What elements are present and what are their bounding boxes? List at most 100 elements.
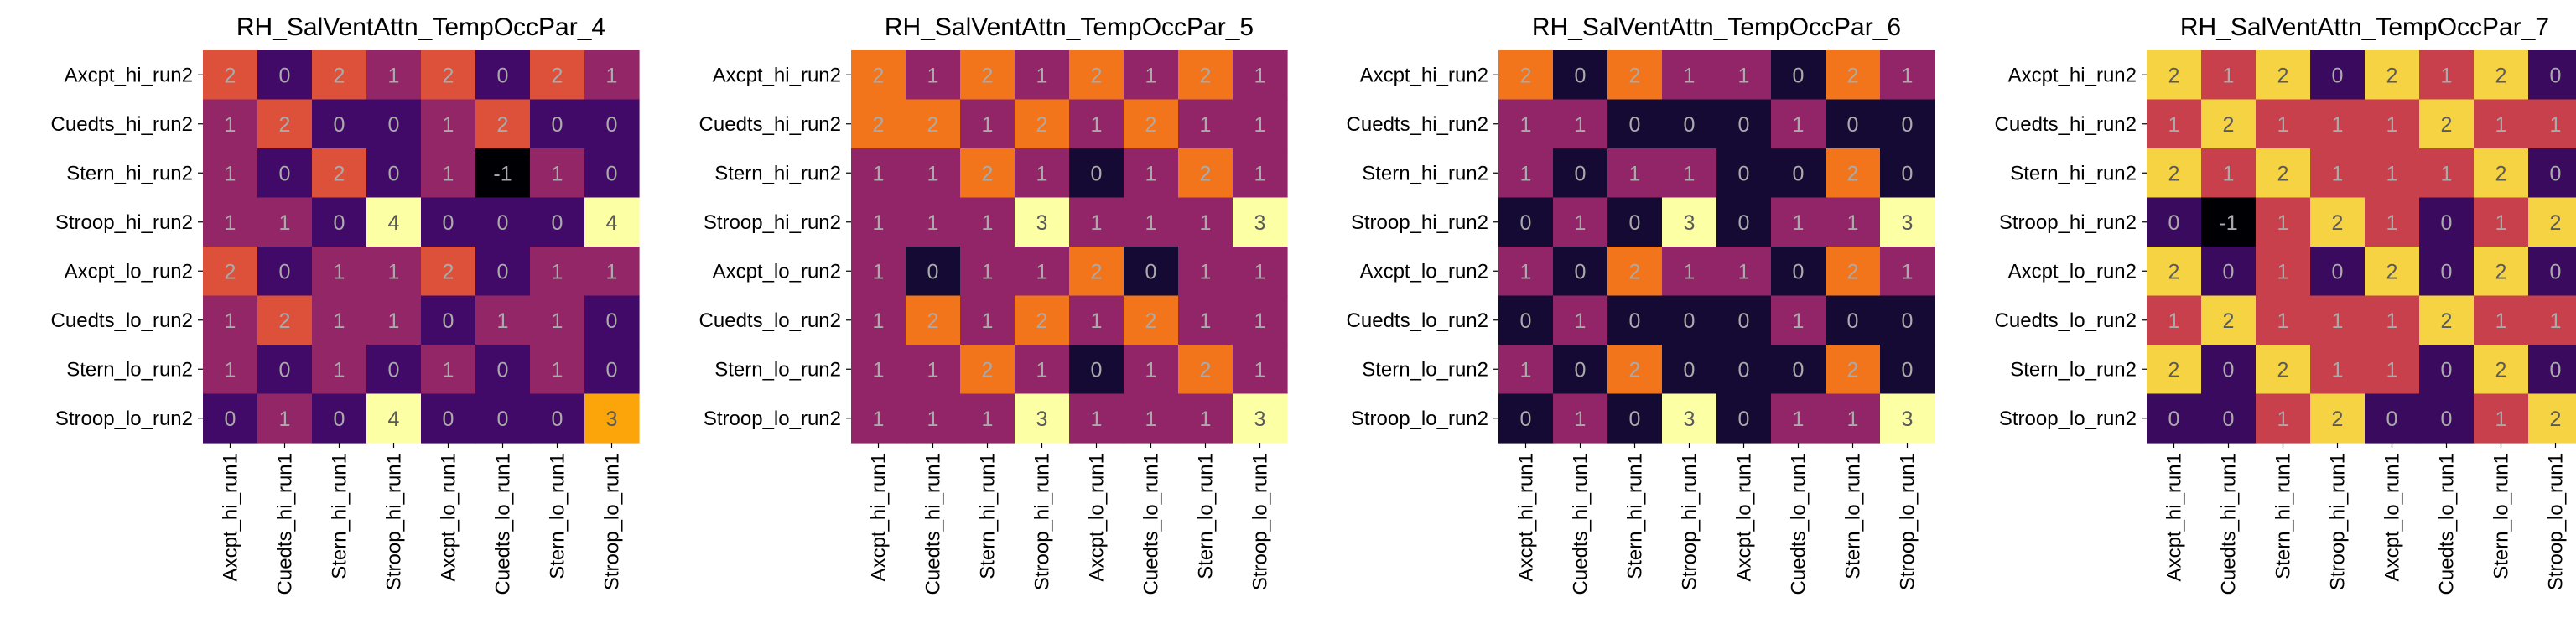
heatmap-cell — [2365, 99, 2420, 149]
cell-value: 0 — [334, 113, 345, 137]
heatmap-cell — [1607, 197, 1663, 247]
cell-value: 1 — [2386, 211, 2398, 235]
heatmap-cell — [1771, 197, 1826, 247]
heatmap-cell — [1880, 148, 1935, 199]
heatmap-cell — [1124, 345, 1179, 395]
heatmap-cell — [2201, 148, 2257, 199]
heatmap-cell — [1716, 99, 1772, 149]
cell-value: 1 — [1091, 408, 1103, 431]
heatmap-cell — [851, 345, 906, 395]
cell-value: 1 — [927, 358, 939, 382]
row-label: Cuedts_lo_run2 — [1995, 309, 2137, 332]
row-label: Stroop_lo_run2 — [1999, 408, 2137, 430]
cell-value: 1 — [2496, 408, 2507, 431]
heatmap-cell — [851, 148, 906, 199]
cell-value: 2 — [2496, 358, 2507, 382]
heatmap-cell — [1771, 50, 1826, 101]
cell-value: 1 — [2496, 211, 2507, 235]
heatmap-cell — [960, 148, 1015, 199]
cell-value: 0 — [2332, 260, 2344, 283]
heatmap-cell — [1178, 99, 1233, 149]
col-label: Cuedts_hi_run1 — [922, 453, 945, 595]
heatmap-cell — [2147, 247, 2202, 297]
cell-value: 4 — [388, 211, 400, 235]
heatmap-cell — [1015, 50, 1070, 101]
heatmap-cell — [421, 50, 476, 101]
heatmap-cell — [530, 148, 585, 199]
heatmap-cell — [1716, 345, 1772, 395]
heatmap-cell — [366, 197, 422, 247]
cell-value: 1 — [1520, 162, 1532, 185]
cell-value: 1 — [873, 211, 885, 235]
heatmap-cell — [584, 50, 640, 101]
col-label: Cuedts_lo_run1 — [1140, 453, 1163, 595]
col-label: Stroop_lo_run1 — [1249, 453, 1272, 590]
heatmap-cell — [1498, 99, 1554, 149]
row-label: Axcpt_hi_run2 — [2008, 64, 2137, 86]
heatmap-cell — [257, 393, 313, 444]
cell-value: 1 — [225, 309, 236, 333]
heatmap-cell — [1607, 148, 1663, 199]
cell-value: 1 — [225, 211, 236, 235]
heatmap-cell — [1233, 99, 1288, 149]
cell-value: 3 — [1902, 211, 1914, 235]
cell-value: 2 — [2223, 309, 2235, 333]
cell-value: 0 — [225, 408, 236, 431]
cell-value: 0 — [1902, 309, 1914, 333]
cell-value: 1 — [552, 309, 564, 333]
cell-value: 2 — [2386, 64, 2398, 87]
cell-value: 2 — [1200, 64, 1212, 87]
cell-value: 0 — [1847, 309, 1859, 333]
heatmap-cell — [257, 50, 313, 101]
cell-value: 1 — [552, 162, 564, 185]
cell-value: 0 — [2550, 64, 2562, 87]
col-label: Cuedts_hi_run1 — [2218, 453, 2241, 595]
heatmap-cell — [1771, 99, 1826, 149]
cell-value: -1 — [493, 162, 512, 185]
heatmap-cell — [2528, 197, 2576, 247]
heatmap-cell — [1716, 50, 1772, 101]
row-label: Stroop_hi_run2 — [1999, 211, 2137, 234]
cell-value: 0 — [1575, 162, 1587, 185]
cell-value: 0 — [1629, 408, 1641, 431]
cell-value: 1 — [982, 260, 994, 283]
heatmap-cell — [1233, 393, 1288, 444]
heatmap-cell — [530, 247, 585, 297]
heatmap-cell — [475, 247, 531, 297]
cell-value: 2 — [2496, 260, 2507, 283]
cell-value: 1 — [1902, 64, 1914, 87]
col-label: Cuedts_hi_run1 — [1570, 453, 1592, 595]
cell-value: 0 — [1520, 211, 1532, 235]
cell-value: 0 — [2550, 358, 2562, 382]
heatmap-cell — [1498, 345, 1554, 395]
panel-title: RH_SalVentAttn_TempOccPar_6 — [1532, 13, 1901, 41]
cell-value: 0 — [279, 64, 291, 87]
heatmap-cell — [2256, 345, 2311, 395]
col-label: Cuedts_hi_run1 — [274, 453, 297, 595]
cell-value: 1 — [2277, 260, 2289, 283]
cell-value: 1 — [1520, 358, 1532, 382]
col-label: Stern_lo_run1 — [1195, 453, 1218, 579]
cell-value: 2 — [334, 162, 345, 185]
cell-value: 1 — [1902, 260, 1914, 283]
cell-value: 1 — [1575, 408, 1587, 431]
cell-value: 1 — [982, 408, 994, 431]
cell-value: 1 — [2550, 113, 2562, 137]
heatmap-cell — [475, 393, 531, 444]
cell-value: 1 — [1254, 162, 1266, 185]
heatmap-cell — [475, 345, 531, 395]
heatmap-cell — [2528, 50, 2576, 101]
row-label: Cuedts_lo_run2 — [1347, 309, 1488, 332]
heatmap-cell — [530, 99, 585, 149]
cell-value: 1 — [2223, 64, 2235, 87]
heatmap-cell — [1880, 247, 1935, 297]
cell-value: 1 — [552, 260, 564, 283]
cell-value: 1 — [2223, 162, 2235, 185]
heatmap-cell — [366, 148, 422, 199]
heatmap-cell — [2474, 247, 2529, 297]
heatmap-cell — [1178, 247, 1233, 297]
heatmap-cell — [2528, 393, 2576, 444]
heatmap-cell — [851, 393, 906, 444]
col-label: Axcpt_lo_run1 — [438, 453, 460, 581]
heatmap-cell — [1662, 393, 1717, 444]
